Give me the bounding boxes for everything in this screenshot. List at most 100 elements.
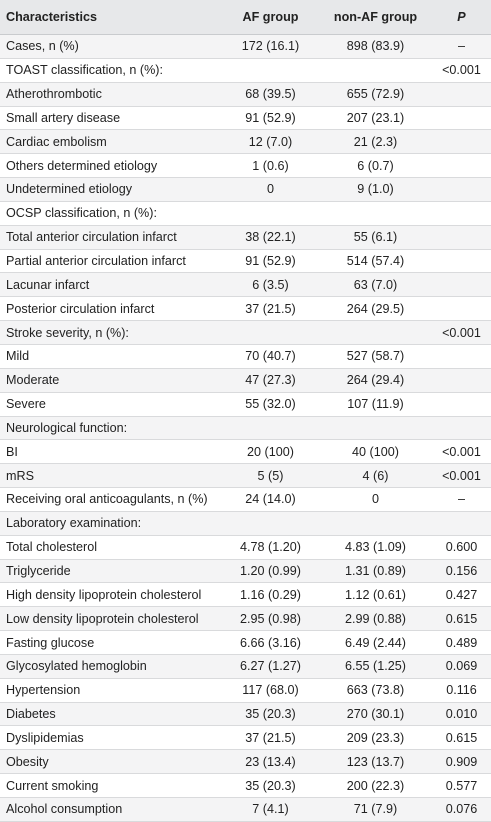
row-af-value: 55 (32.0) [222,392,319,417]
row-non-af-value: 1.31 (0.89) [319,559,432,584]
row-p-value [432,153,491,179]
row-af-value: 24 (14.0) [222,487,319,512]
row-label: Laboratory examination: [0,511,222,536]
table-row: Partial anterior circulation infarct 91 (… [0,249,491,274]
row-label: High density lipoprotein cholesterol [0,582,222,608]
row-p-value: 0.010 [432,702,491,727]
row-non-af-value: 209 (23.3) [319,725,432,751]
row-af-value: 0 [222,177,319,202]
row-non-af-value: 898 (83.9) [319,34,432,59]
row-af-value: 70 (40.7) [222,344,319,369]
row-label: Mild [0,344,222,369]
table-row: Severe 55 (32.0) 107 (11.9) [0,392,491,417]
row-af-value: 6.66 (3.16) [222,630,319,655]
table-header-row: Characteristics AF group non-AF group P [0,0,491,35]
row-label: Dyslipidemias [0,725,222,751]
row-p-value [432,344,491,369]
table-row: Dyslipidemias 37 (21.5) 209 (23.3) 0.615 [0,725,491,751]
row-p-value [432,129,491,155]
row-non-af-value: 6.55 (1.25) [319,654,432,679]
row-p-value: 0.116 [432,678,491,703]
header-af-group: AF group [222,0,319,35]
table-row: Low density lipoprotein cholesterol 2.95 … [0,606,491,632]
header-characteristics: Characteristics [0,0,222,35]
row-non-af-value [319,416,432,441]
table-row: Hypertension 117 (68.0) 663 (73.8) 0.116 [0,678,491,703]
row-label: Others determined etiology [0,153,222,179]
row-p-value: 0.156 [432,559,491,584]
row-af-value: 23 (13.4) [222,749,319,775]
row-af-value: 91 (52.9) [222,249,319,274]
row-p-value: <0.001 [432,439,491,465]
row-label: Partial anterior circulation infarct [0,249,222,274]
row-af-value: 37 (21.5) [222,296,319,322]
row-non-af-value: 514 (57.4) [319,249,432,274]
row-af-value: 5 (5) [222,463,319,489]
table-row: Undetermined etiology 0 9 (1.0) [0,177,491,202]
row-af-value: 91 (52.9) [222,106,319,131]
row-non-af-value: 6.49 (2.44) [319,630,432,655]
row-p-value [432,296,491,322]
row-non-af-value: 663 (73.8) [319,678,432,703]
table-row: Receiving oral anticoagulants, n (%) 24 (… [0,487,491,512]
table-row: TOAST classification, n (%): <0.001 [0,58,491,83]
row-label: Alcohol consumption [0,797,222,822]
row-non-af-value: 21 (2.3) [319,129,432,155]
row-non-af-value: 4.83 (1.09) [319,535,432,560]
table-row: Neurological function: [0,416,491,441]
row-af-value: 20 (100) [222,439,319,465]
row-non-af-value: 107 (11.9) [319,392,432,417]
row-af-value: 6.27 (1.27) [222,654,319,679]
row-p-value: – [432,487,491,512]
row-p-value: <0.001 [432,320,491,345]
row-af-value: 1.20 (0.99) [222,559,319,584]
row-non-af-value: 207 (23.1) [319,106,432,131]
row-non-af-value: 123 (13.7) [319,749,432,775]
row-p-value: 0.076 [432,797,491,822]
row-p-value [432,225,491,250]
row-af-value: 4.78 (1.20) [222,535,319,560]
row-label: Triglyceride [0,559,222,584]
row-af-value: 38 (22.1) [222,225,319,250]
row-non-af-value: 55 (6.1) [319,225,432,250]
row-p-value: 0.489 [432,630,491,655]
row-label: OCSP classification, n (%): [0,201,222,226]
table-row: Total cholesterol 4.78 (1.20) 4.83 (1.09) 0… [0,535,491,560]
row-af-value: 172 (16.1) [222,34,319,59]
table-row: Atherothrombotic 68 (39.5) 655 (72.9) [0,82,491,107]
table-row: mRS 5 (5) 4 (6) <0.001 [0,463,491,489]
row-p-value: 0.615 [432,606,491,632]
row-label: Cardiac embolism [0,129,222,155]
row-af-value [222,511,319,536]
row-af-value: 35 (20.3) [222,702,319,727]
table-row: Glycosylated hemoglobin 6.27 (1.27) 6.55 (… [0,654,491,679]
row-label: Low density lipoprotein cholesterol [0,606,222,632]
row-non-af-value: 264 (29.5) [319,296,432,322]
table-row: Cases, n (%) 172 (16.1) 898 (83.9) – [0,34,491,59]
header-non-af-group: non-AF group [319,0,432,35]
table-row: BI 20 (100) 40 (100) <0.001 [0,439,491,465]
row-p-value [432,82,491,107]
row-label: Diabetes [0,702,222,727]
row-non-af-value [319,201,432,226]
row-p-value: 0.909 [432,749,491,775]
table-row: Current smoking 35 (20.3) 200 (22.3) 0.577 [0,773,491,798]
row-label: TOAST classification, n (%): [0,58,222,83]
table-row: Posterior circulation infarct 37 (21.5) 26… [0,296,491,322]
row-p-value [432,392,491,417]
row-p-value [432,416,491,441]
row-p-value: 0.577 [432,773,491,798]
table-row: Moderate 47 (27.3) 264 (29.4) [0,368,491,393]
row-p-value: <0.001 [432,58,491,83]
row-non-af-value: 2.99 (0.88) [319,606,432,632]
row-af-value: 37 (21.5) [222,725,319,751]
row-af-value [222,320,319,345]
row-non-af-value: 4 (6) [319,463,432,489]
row-non-af-value: 71 (7.9) [319,797,432,822]
table-row: Triglyceride 1.20 (0.99) 1.31 (0.89) 0.156 [0,559,491,584]
row-p-value [432,106,491,131]
row-non-af-value: 264 (29.4) [319,368,432,393]
row-non-af-value [319,320,432,345]
row-non-af-value: 6 (0.7) [319,153,432,179]
row-af-value: 47 (27.3) [222,368,319,393]
